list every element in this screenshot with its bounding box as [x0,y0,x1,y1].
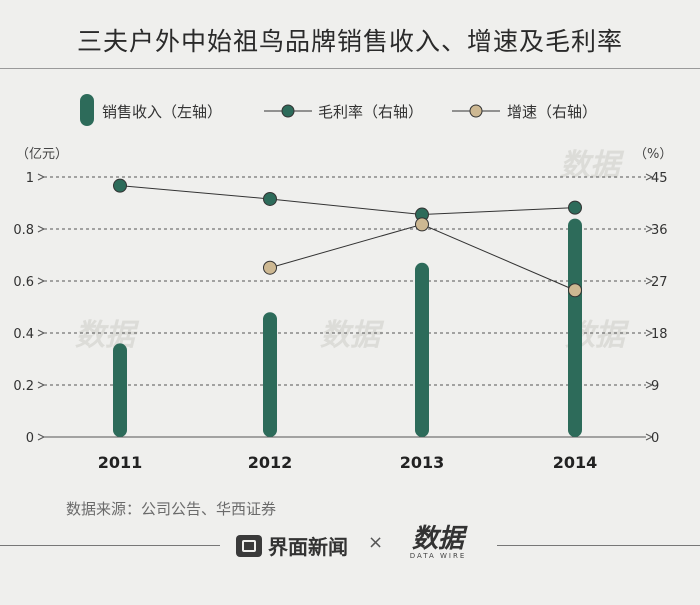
left-tick-arrow [37,381,46,389]
right-tick-label: 36 [651,223,668,238]
datawire-brand-name: 数据 [411,524,464,554]
x-tick-label: 2013 [400,453,445,472]
legend-marker [469,104,483,118]
source-note: 数据来源：公司公告、华西证券 [66,500,277,518]
left-tick-label: 0 [26,431,34,446]
chart-title: 三夫户外中始祖鸟品牌销售收入、增速及毛利率 [76,27,623,56]
jiemian-logo: 界面新闻 [236,531,348,560]
series-line [119,185,576,216]
footer-divider-left [0,545,220,546]
right-tick-arrow [645,381,654,389]
data-point [568,200,582,215]
watermark: 数据 [320,318,380,353]
left-tick-arrow [37,173,46,181]
data-point [113,178,127,193]
left-tick-label: 0.8 [13,223,34,238]
right-tick-arrow [645,433,654,441]
right-tick-label: 18 [651,327,668,342]
revenue-bar [568,218,582,437]
footer-divider-right [497,545,700,546]
left-tick-label: 1 [26,171,34,186]
datawire-logo: 数据 DATA WIRE [398,526,478,560]
jiemian-icon [236,534,262,557]
data-point [263,191,277,206]
x-tick-label: 2011 [98,453,143,472]
right-tick-arrow [645,329,654,337]
data-point [568,283,582,298]
left-axis-unit: （亿元） [16,147,68,162]
legend-label: 毛利率（右轴） [318,103,423,121]
right-tick-arrow [645,225,654,233]
left-tick-label: 0.6 [13,275,34,290]
right-tick-label: 27 [651,275,668,290]
left-tick-label: 0.2 [13,379,34,394]
right-axis-unit: （%） [634,147,672,162]
title-divider [0,68,700,69]
right-tick-label: 0 [651,431,659,446]
jiemian-brand-name: 界面新闻 [268,535,348,559]
revenue-bar [415,262,429,437]
right-tick-label: 45 [651,171,668,186]
right-tick-label: 9 [651,379,659,394]
data-point [415,217,429,232]
left-tick-arrow [37,277,46,285]
left-tick-label: 0.4 [13,327,34,342]
collab-separator: × [368,532,384,553]
data-point [263,260,277,275]
legend-bar-swatch [80,94,94,126]
x-tick-label: 2012 [248,453,293,472]
revenue-bar [113,343,127,437]
datawire-brand-sub: DATA WIRE [409,552,467,560]
x-tick-label: 2014 [553,453,598,472]
revenue-bar [263,312,277,437]
legend-marker [281,104,295,118]
left-tick-arrow [37,329,46,337]
legend-label: 销售收入（左轴） [102,103,222,121]
left-tick-arrow [37,433,46,441]
left-tick-arrow [37,225,46,233]
legend-label: 增速（右轴） [507,103,597,121]
chart: 销售收入（左轴） 毛利率（右轴） 增速（右轴） （亿元） （%） 0 0 0.2 9 0.4 18 0… [13,94,672,472]
right-tick-arrow [645,277,654,285]
right-tick-arrow [645,173,654,181]
